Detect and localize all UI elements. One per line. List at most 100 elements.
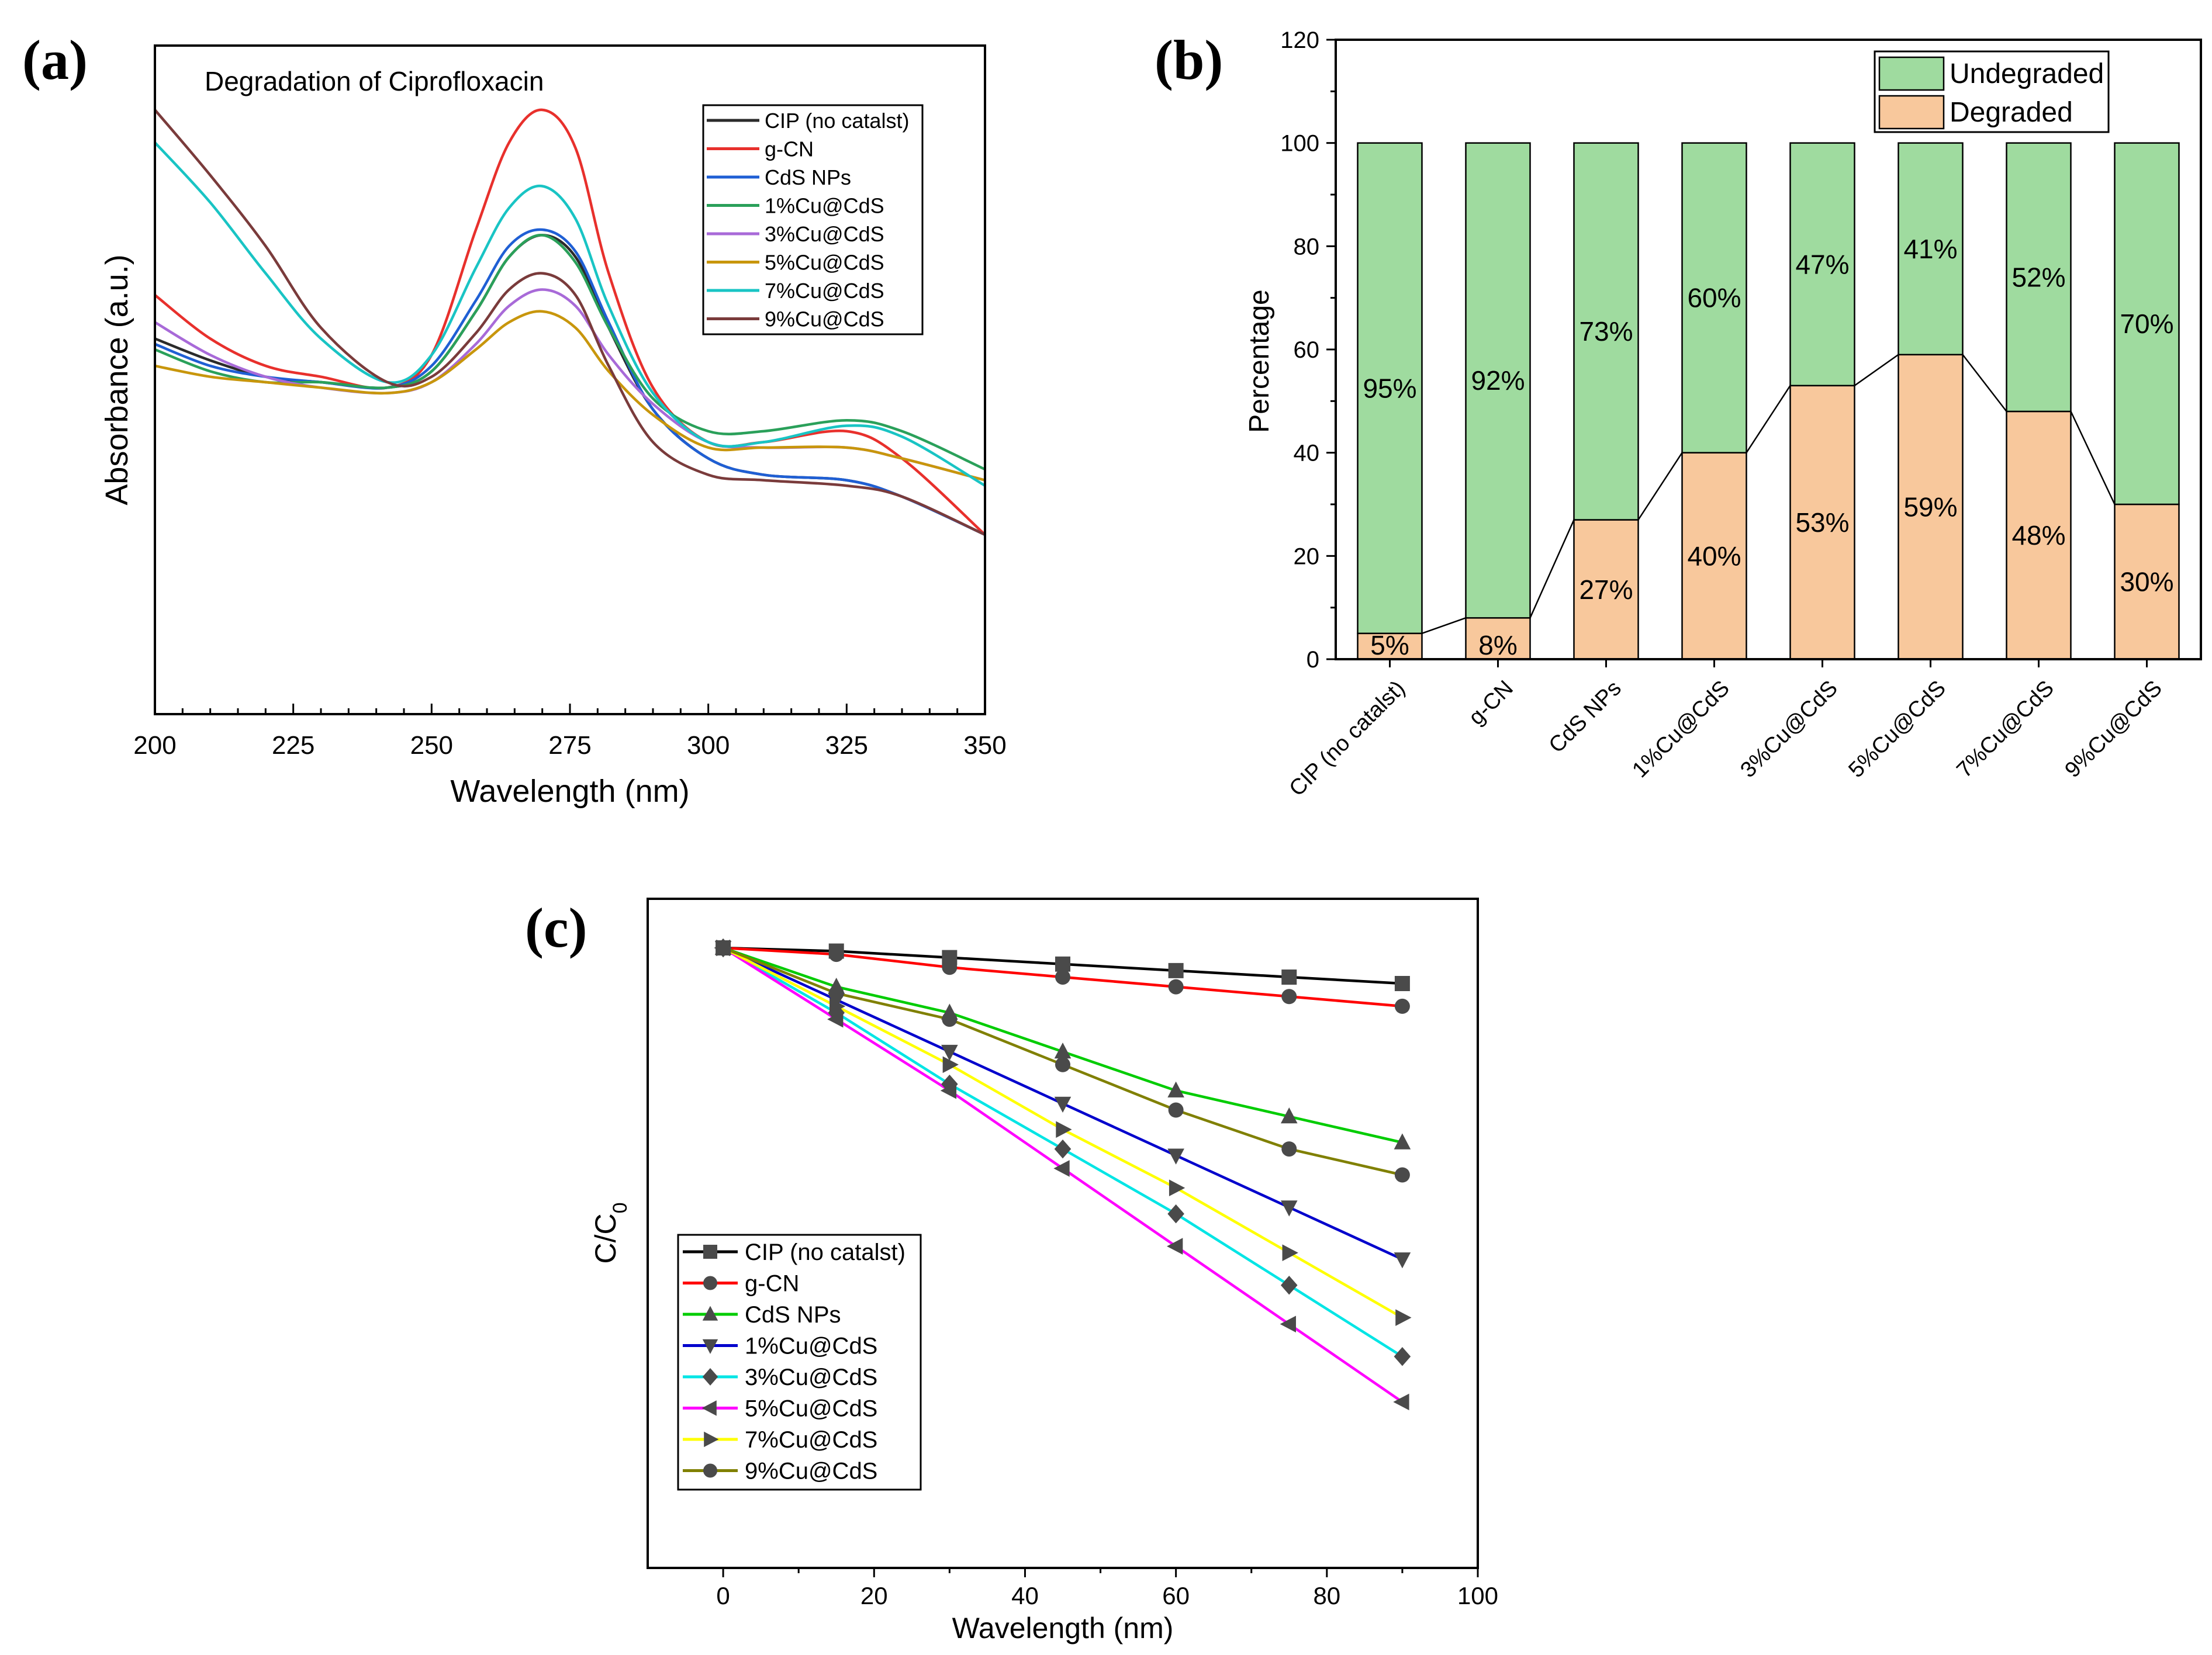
- connector-line: [1746, 385, 1791, 453]
- data-point-5pctcu-cds: [1393, 1393, 1409, 1411]
- legend-label: 7%Cu@CdS: [765, 279, 884, 303]
- connector-line: [1854, 354, 1899, 386]
- legend-label: 7%Cu@CdS: [745, 1427, 877, 1453]
- data-point-cip-no-catalst: [1168, 962, 1184, 978]
- bar-label-undegraded: 95%: [1363, 373, 1416, 403]
- chart-a-absorbance-spectra: 200 225 250 275 300 325 350 Wavelength (nm) Abso…: [99, 44, 1007, 809]
- data-point-g-cn: [1168, 979, 1184, 995]
- data-point-1pctcu-cds: [1167, 1148, 1184, 1165]
- bar-label-degraded: 8%: [1478, 630, 1517, 660]
- series-line-9pctcu-cds: [154, 109, 986, 536]
- bar-label-degraded: 48%: [2011, 520, 2065, 550]
- data-point-5pctcu-cds: [1280, 1315, 1296, 1333]
- y-tick-label: 40: [1294, 441, 1320, 466]
- y-tick-label: 80: [1294, 234, 1320, 259]
- data-point-9pctcu-cds: [716, 940, 731, 955]
- data-point-9pctcu-cds: [1394, 1167, 1410, 1183]
- legend-label: CdS NPs: [745, 1302, 841, 1328]
- legend-label: g-CN: [745, 1271, 799, 1297]
- connector-line: [1962, 354, 2007, 412]
- series-line-5pctcu-cds: [154, 310, 986, 482]
- bar-label-degraded: 40%: [1687, 541, 1741, 571]
- bar-label-undegraded: 47%: [1795, 249, 1849, 279]
- x-tick-label: 0: [716, 1582, 730, 1609]
- legend-label: 9%Cu@CdS: [765, 307, 884, 331]
- x-tick-label: 20: [860, 1582, 888, 1609]
- data-point-g-cn: [1394, 998, 1410, 1014]
- data-point-7pctcu-cds: [942, 1056, 959, 1074]
- legend-marker: [701, 1400, 717, 1416]
- bar-label-degraded: 59%: [1903, 491, 1957, 522]
- data-point-g-cn: [1281, 989, 1297, 1005]
- x-tick-label: 60: [1162, 1582, 1190, 1609]
- legend-box: [702, 104, 924, 335]
- legend-swatch-degraded: [1878, 95, 1945, 130]
- data-point-g-cn: [942, 960, 958, 975]
- bar-undegraded-cds-nps: [1573, 142, 1639, 521]
- y-axis-label-subscript: 0: [609, 1202, 631, 1213]
- panel-label-c: (c): [525, 896, 587, 959]
- data-point-cip-no-catalst: [1394, 976, 1410, 992]
- data-point-g-cn: [1055, 969, 1070, 985]
- chart-title: Degradation of Ciprofloxacin: [205, 66, 544, 96]
- data-point-9pctcu-cds: [942, 1012, 958, 1027]
- x-tick-label: 300: [687, 731, 730, 760]
- bar-undegraded-3pctcu-cds: [1789, 142, 1855, 387]
- connector-line: [2070, 411, 2116, 505]
- connector-line: [1422, 617, 1466, 635]
- bar-label-undegraded: 92%: [1471, 365, 1525, 396]
- bar-undegraded-9pctcu-cds: [2114, 142, 2180, 505]
- data-point-g-cn: [828, 947, 844, 962]
- legend-label: 9%Cu@CdS: [745, 1459, 877, 1484]
- bar-label-degraded: 30%: [2120, 567, 2173, 597]
- legend-marker: [703, 1276, 717, 1290]
- bar-degraded-1pctcu-cds: [1681, 452, 1747, 660]
- data-point-3pctcu-cds: [1054, 1139, 1072, 1159]
- bar-undegraded-1pctcu-cds: [1681, 142, 1747, 453]
- legend-marker: [702, 1306, 718, 1321]
- data-point-3pctcu-cds: [1280, 1275, 1298, 1295]
- legend-swatch-undegraded: [1878, 56, 1945, 91]
- data-point-cip-no-catalst: [1281, 969, 1297, 985]
- data-point-9pctcu-cds: [1055, 1057, 1070, 1072]
- data-point-cds-nps: [1054, 1043, 1072, 1059]
- data-point-1pctcu-cds: [941, 1044, 958, 1061]
- data-point-3pctcu-cds: [1167, 1204, 1184, 1224]
- panel-label-b: (b): [1155, 29, 1223, 91]
- legend-marker: [703, 1245, 717, 1259]
- legend-label: 1%Cu@CdS: [765, 194, 884, 218]
- bar-label-undegraded: 52%: [2011, 262, 2065, 292]
- y-axis-label: Absorbance (a.u.): [99, 254, 134, 505]
- y-tick-label: 60: [1294, 337, 1320, 363]
- data-point-3pctcu-cds: [1394, 1347, 1411, 1366]
- bar-degraded-9pctcu-cds: [2114, 503, 2180, 660]
- legend-label: Undegraded: [1950, 58, 2104, 89]
- y-tick-label: 120: [1280, 27, 1319, 53]
- y-axis-label: Percentage: [1244, 289, 1275, 433]
- data-point-7pctcu-cds: [1395, 1309, 1412, 1326]
- legend-label: 3%Cu@CdS: [765, 222, 884, 246]
- x-tick-label: 200: [133, 731, 176, 760]
- data-point-9pctcu-cds: [1168, 1102, 1184, 1118]
- data-point-1pctcu-cds: [1394, 1252, 1411, 1269]
- data-point-9pctcu-cds: [1281, 1141, 1297, 1157]
- bar-undegraded-7pctcu-cds: [2006, 142, 2072, 413]
- legend-marker: [704, 1431, 719, 1448]
- bar-label-degraded: 5%: [1370, 630, 1409, 660]
- bar-degraded-5pctcu-cds: [1898, 354, 1964, 660]
- x-tick-label: 250: [410, 731, 453, 760]
- legend-label: CdS NPs: [765, 165, 851, 189]
- data-point-1pctcu-cds: [1280, 1200, 1298, 1217]
- x-tick-label: 40: [1011, 1582, 1039, 1609]
- data-point-7pctcu-cds: [1282, 1244, 1298, 1261]
- legend-marker: [703, 1463, 717, 1478]
- legend-label: 5%Cu@CdS: [745, 1396, 877, 1422]
- series-line-1pctcu-cds: [154, 234, 986, 471]
- data-point-7pctcu-cds: [1056, 1121, 1072, 1138]
- data-point-cds-nps: [1394, 1133, 1411, 1150]
- data-point-7pctcu-cds: [1169, 1179, 1186, 1196]
- data-point-cds-nps: [1280, 1107, 1298, 1124]
- bar-undegraded-g-cn: [1465, 142, 1531, 619]
- data-point-7pctcu-cds: [829, 998, 846, 1015]
